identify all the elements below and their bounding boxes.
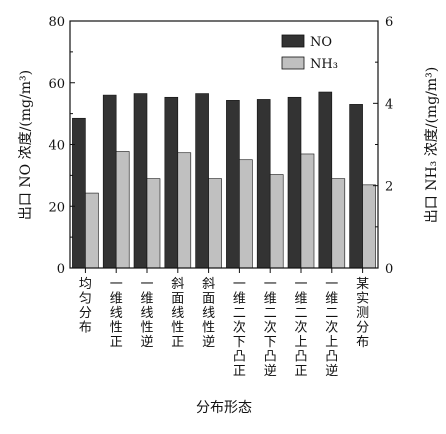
y-axis-left-label: 出口 NO 浓度/(mg/m³) [18, 70, 34, 220]
bar-nh3-5 [239, 159, 253, 269]
y-right-tick-label-2: 4 [385, 97, 393, 112]
bar-nh3-3 [177, 152, 192, 269]
x-tick-label-6: 一维二次下凸逆 [264, 277, 277, 379]
legend-label-nh3: NH₃ [310, 57, 338, 72]
x-tick-label-5: 一维二次下凸正 [233, 277, 246, 379]
y-right-tick-label-3: 6 [385, 15, 393, 30]
x-tick-label-9: 某实测分布 [356, 277, 369, 350]
y-left-tick-label-1: 20 [48, 200, 65, 215]
bar-no-8 [318, 91, 333, 269]
bar-no-6 [256, 99, 271, 269]
bar-nh3-8 [331, 178, 346, 269]
y-left-tick-label-2: 40 [48, 139, 65, 154]
x-tick-label-0: 均匀分布 [79, 277, 92, 336]
x-tick-label-8: 一维二次上凸逆 [325, 277, 338, 379]
bar-no-3 [164, 96, 179, 269]
x-tick-label-4: 斜面线性逆 [202, 277, 215, 350]
bar-no-9 [349, 104, 363, 269]
bar-nh3-6 [269, 174, 284, 269]
x-tick-label-1: 一维线性正 [110, 277, 123, 350]
bar-nh3-7 [300, 153, 315, 269]
bar-no-5 [226, 100, 240, 269]
y-left-tick-label-0: 0 [57, 262, 65, 277]
x-tick-label-7: 一维二次上凸正 [294, 277, 307, 379]
bar-no-2 [133, 93, 148, 269]
y-right-tick-label-0: 0 [385, 262, 393, 277]
x-tick-label-2: 一维线性逆 [140, 277, 153, 350]
y-right-tick-label-1: 2 [385, 180, 393, 195]
bar-no-0 [72, 117, 86, 269]
bar-nh3-1 [115, 151, 130, 269]
bar-no-4 [195, 93, 209, 269]
bar-nh3-0 [85, 192, 99, 269]
legend: NO NH₃ [281, 34, 338, 72]
x-tick-label-3: 斜面线性正 [171, 277, 184, 350]
bar-nh3-9 [362, 184, 376, 269]
bar-no-1 [102, 94, 117, 269]
y-left-tick-label-4: 80 [48, 15, 65, 30]
x-axis-label: 分布形态 [196, 400, 252, 416]
legend-label-no: NO [310, 35, 332, 50]
bar-nh3-4 [208, 178, 222, 269]
y-left-tick-label-3: 60 [48, 77, 65, 92]
bar-nh3-2 [146, 178, 161, 269]
legend-swatch-nh3 [281, 56, 305, 70]
legend-swatch-no [281, 34, 305, 48]
bar-no-7 [287, 96, 302, 269]
y-axis-right-label: 出口 NH₃ 浓度/(mg/m³) [424, 67, 440, 223]
